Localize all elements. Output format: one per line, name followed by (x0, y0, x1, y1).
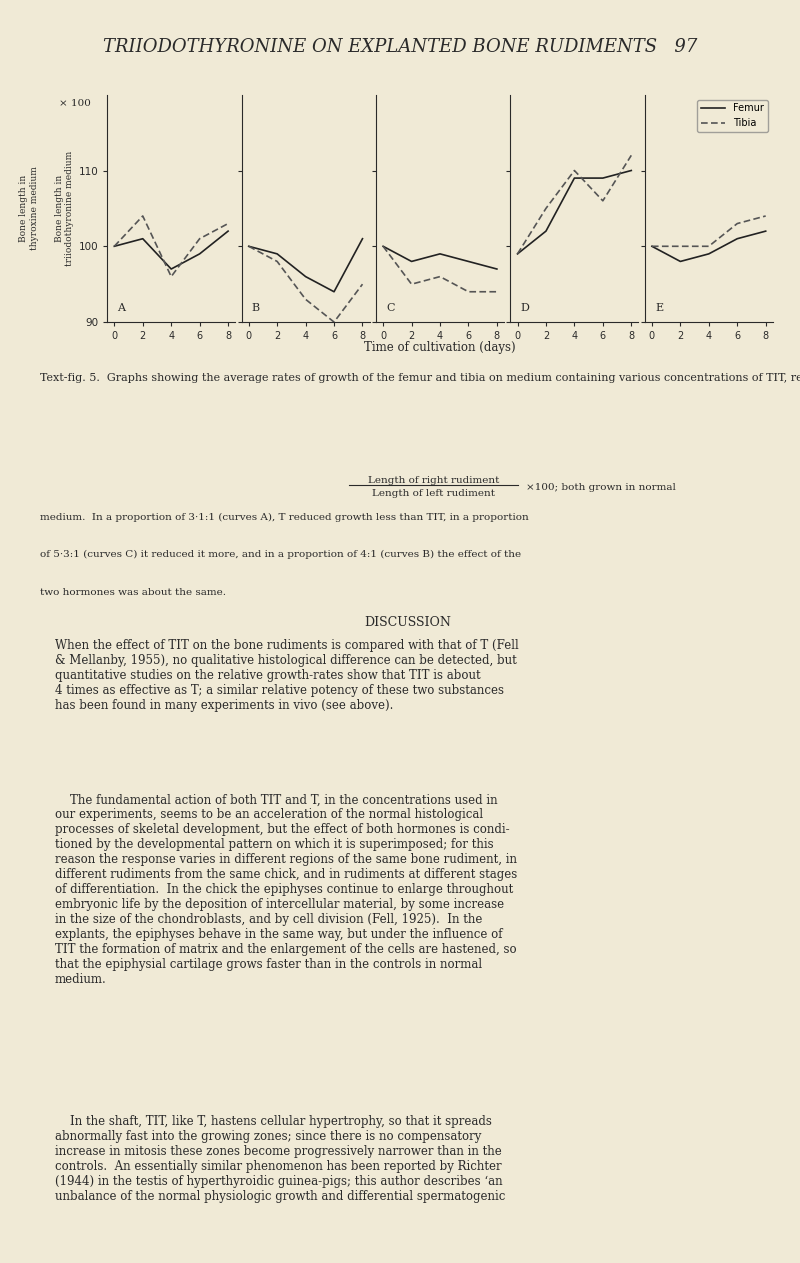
Text: DISCUSSION: DISCUSSION (365, 616, 451, 629)
Text: Bone length in
thyroxine medium: Bone length in thyroxine medium (19, 167, 39, 250)
Text: Length of right rudiment: Length of right rudiment (368, 476, 499, 485)
Text: TRIIODOTHYRONINE ON EXPLANTED BONE RUDIMENTS   97: TRIIODOTHYRONINE ON EXPLANTED BONE RUDIM… (103, 38, 697, 57)
Text: Time of cultivation (days): Time of cultivation (days) (364, 341, 516, 354)
Text: In the shaft, TIT, like T, hastens cellular hypertrophy, so that it spreads
abno: In the shaft, TIT, like T, hastens cellu… (54, 1115, 505, 1204)
Text: Bone length in
triiodothyronine medium: Bone length in triiodothyronine medium (54, 150, 74, 266)
Text: B: B (252, 303, 260, 313)
Text: D: D (521, 303, 530, 313)
Text: two hormones was about the same.: two hormones was about the same. (40, 587, 226, 596)
Text: Length of left rudiment: Length of left rudiment (372, 489, 495, 499)
Text: When the effect of TIT on the bone rudiments is compared with that of T (Fell
& : When the effect of TIT on the bone rudim… (54, 639, 518, 712)
Legend: Femur, Tibia: Femur, Tibia (698, 100, 768, 133)
Text: medium.  In a proportion of 3·1:1 (curves A), T reduced growth less than TIT, in: medium. In a proportion of 3·1:1 (curves… (40, 513, 529, 522)
Text: × 100: × 100 (59, 100, 91, 109)
Text: C: C (386, 303, 394, 313)
Text: ×100; both grown in normal: ×100; both grown in normal (526, 482, 676, 491)
Text: The fundamental action of both TIT and T, in the concentrations used in
our expe: The fundamental action of both TIT and T… (54, 793, 517, 986)
Text: of 5·3:1 (curves C) it reduced it more, and in a proportion of 4:1 (curves B) th: of 5·3:1 (curves C) it reduced it more, … (40, 551, 521, 560)
Text: A: A (118, 303, 126, 313)
Text: Text-fig. 5.  Graphs showing the average rates of growth of the femur and tibia : Text-fig. 5. Graphs showing the average … (40, 373, 800, 383)
Text: E: E (655, 303, 663, 313)
